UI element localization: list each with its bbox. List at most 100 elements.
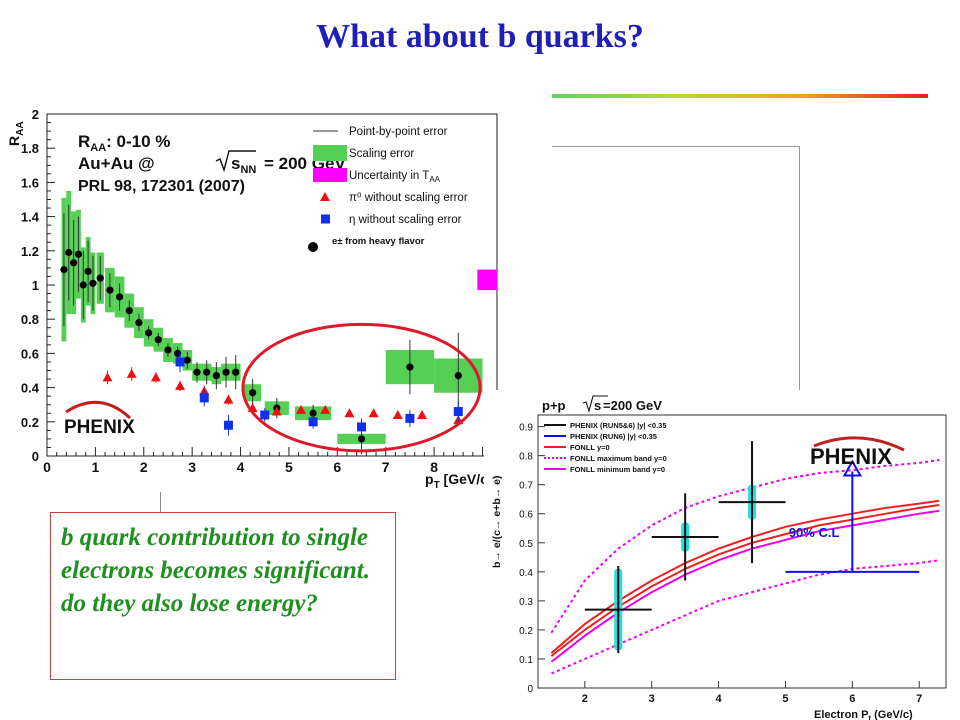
- legend-circle: [308, 242, 318, 252]
- heavy-flavor-point: [232, 368, 240, 376]
- cl-arrow-head: [842, 459, 863, 477]
- legend-label: Uncertainty in TAA: [349, 170, 441, 184]
- chart2-x-axis-sub: t: [868, 714, 871, 720]
- heavy-flavor-point: [357, 435, 366, 443]
- y-tick-label: 0.2: [21, 415, 39, 430]
- y-tick-label: 1.4: [21, 210, 40, 225]
- heavy-flavor-point: [249, 389, 257, 397]
- decorative-rule: [552, 94, 928, 98]
- heavy-flavor-point: [106, 286, 114, 294]
- heavy-flavor-point: [65, 248, 73, 257]
- chart2-x-tick-label: 6: [849, 693, 855, 705]
- heavy-flavor-point: [193, 368, 201, 376]
- chart2-y-tick-label: 0.2: [519, 626, 533, 637]
- x-tick-label: 0: [43, 459, 51, 475]
- chart2-y-tick-label: 0.3: [519, 597, 533, 608]
- legend-magenta-box: [313, 168, 347, 182]
- heavy-flavor-point: [60, 266, 68, 274]
- x-axis-label-sub: T: [434, 480, 440, 491]
- chart2-x-axis-rest: (GeV/c): [871, 709, 913, 720]
- chart2-x-tick-label: 2: [582, 693, 588, 705]
- heavy-flavor-point: [79, 281, 87, 289]
- raa-chart: 00.20.40.60.811.21.41.61.820 1 2 3 4 5 6 7 8RAAp…: [6, 107, 498, 491]
- y-tick-label: 0.8: [21, 312, 39, 327]
- heavy-flavor-point: [212, 372, 220, 380]
- heavy-flavor-point: [125, 307, 133, 315]
- reference-label: PRL 98, 172301 (2007): [78, 178, 245, 195]
- legend-label-sub: AA: [429, 175, 440, 184]
- x-tick-label: 2: [140, 459, 148, 475]
- heavy-flavor-point: [203, 368, 211, 376]
- eta-point: [260, 410, 270, 420]
- legend-label: e± from heavy flavor: [332, 236, 425, 247]
- raa-sub: AA: [90, 142, 106, 154]
- chart2-x-tick-label: 3: [649, 693, 655, 705]
- chart2-title-left: p+p: [542, 398, 566, 413]
- logo-arc: [65, 400, 132, 420]
- chart2-y-tick-label: 0.9: [519, 423, 533, 434]
- chart2-title-s: s: [594, 398, 601, 413]
- heavy-flavor-point: [454, 372, 462, 380]
- chart2-y-tick-label: 0.5: [519, 539, 533, 550]
- heavy-flavor-point: [145, 329, 153, 337]
- cl-label: 90% C.L: [789, 525, 840, 540]
- legend-label: η without scaling error: [349, 214, 462, 226]
- eta-point: [223, 420, 233, 430]
- phenix-logo: PHENIX: [64, 417, 135, 438]
- x-axis-label-unit: [GeV/c]: [440, 471, 493, 487]
- x-tick-label: 3: [188, 459, 196, 475]
- y-axis-label-sub: AA: [15, 121, 26, 135]
- collision-system-label: Au+Au @: [78, 154, 155, 173]
- chart2-x-tick-label: 4: [716, 693, 723, 705]
- y-tick-label: 1: [32, 278, 39, 293]
- heavy-flavor-point: [309, 409, 317, 417]
- chart2-x-tick-label: 5: [782, 693, 788, 705]
- y-tick-label: 1.8: [21, 141, 39, 156]
- x-tick-label: 7: [382, 459, 390, 475]
- heavy-flavor-point: [70, 259, 78, 267]
- pi0-point: [344, 408, 355, 418]
- chart2-y-tick-label: 0.8: [519, 452, 533, 463]
- eta-point: [175, 357, 185, 367]
- eta-point: [405, 413, 415, 423]
- eta-point: [357, 422, 367, 432]
- legend-green-box: [313, 145, 347, 161]
- pi0-point: [126, 368, 137, 378]
- chart2-legend-label: FONLL y=0: [570, 443, 610, 452]
- pi0-point: [320, 404, 331, 414]
- chart2-logo-arc: [813, 436, 905, 452]
- heavy-flavor-point: [154, 336, 162, 344]
- heavy-flavor-point: [406, 363, 414, 371]
- heavy-flavor-point: [164, 346, 172, 354]
- eta-point: [308, 417, 318, 427]
- pi0-point: [392, 409, 403, 419]
- pi0-point: [223, 394, 234, 404]
- eta-point: [199, 393, 209, 403]
- y-tick-label: 0.4: [21, 381, 40, 396]
- eta-point: [453, 407, 463, 417]
- chart2-legend-label: FONLL maximum band y=0: [570, 454, 667, 463]
- heavy-flavor-point: [222, 368, 230, 376]
- heavy-flavor-point: [183, 356, 191, 364]
- pi0-point: [150, 372, 161, 382]
- heavy-flavor-point: [74, 250, 83, 258]
- fonll-curve: [550, 459, 940, 634]
- pi0-point: [102, 372, 113, 382]
- heavy-flavor-point: [135, 319, 143, 327]
- callout-box: b quark contribution to single electrons…: [50, 512, 396, 680]
- y-tick-label: 1.6: [21, 175, 39, 190]
- pi0-point: [271, 406, 282, 416]
- chart2-legend-label: PHENIX (RUN5&6) |y| <0.35: [570, 421, 667, 430]
- chart2-y-tick-label: 0.6: [519, 510, 533, 521]
- heavy-flavor-point: [89, 279, 97, 287]
- legend-label: π⁰ without scaling error: [349, 192, 468, 204]
- highlight-ellipse: [241, 322, 482, 453]
- chart2-y-tick-label: 0: [527, 684, 533, 695]
- heavy-flavor-point: [115, 293, 124, 301]
- callout-text: b quark contribution to single electrons…: [61, 524, 370, 617]
- x-tick-label: 5: [285, 459, 293, 475]
- background-frame: [552, 146, 800, 391]
- y-tick-label: 0.6: [21, 346, 39, 361]
- x-tick-label: 4: [237, 459, 245, 475]
- pi0-point: [368, 408, 379, 418]
